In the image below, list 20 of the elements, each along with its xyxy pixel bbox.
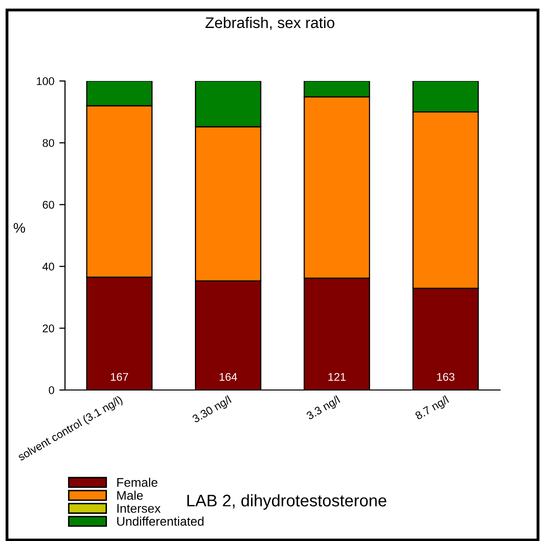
legend-label: Intersex: [117, 504, 161, 513]
y-tick-label: 80: [42, 139, 54, 147]
x-tick-label: 3.30 ng/l: [192, 395, 233, 425]
x-tick-label: 8.7 ng/l: [414, 395, 450, 422]
text: LAB 2, dihydrotestosterone: [187, 494, 386, 510]
legend-label: Undifferentiated: [117, 516, 204, 526]
y-tick-label: 0: [48, 386, 54, 394]
y-tick-label: 60: [42, 200, 54, 209]
y-axis-title: %: [14, 222, 26, 233]
chart-title: Zebrafish, sex ratio: [206, 16, 334, 30]
y-tick-label: 20: [42, 324, 54, 332]
legend-label: Female: [117, 478, 158, 487]
annotation: 121: [328, 372, 346, 381]
annotation: 164: [220, 372, 238, 381]
x-tick-label: 3.3 ng/l: [306, 395, 342, 422]
y-tick-label: 100: [36, 77, 54, 86]
annotation: 163: [437, 372, 454, 381]
y-tick-label: 40: [42, 262, 54, 271]
annotation: 167: [110, 372, 128, 381]
legend-label: Male: [117, 490, 143, 500]
